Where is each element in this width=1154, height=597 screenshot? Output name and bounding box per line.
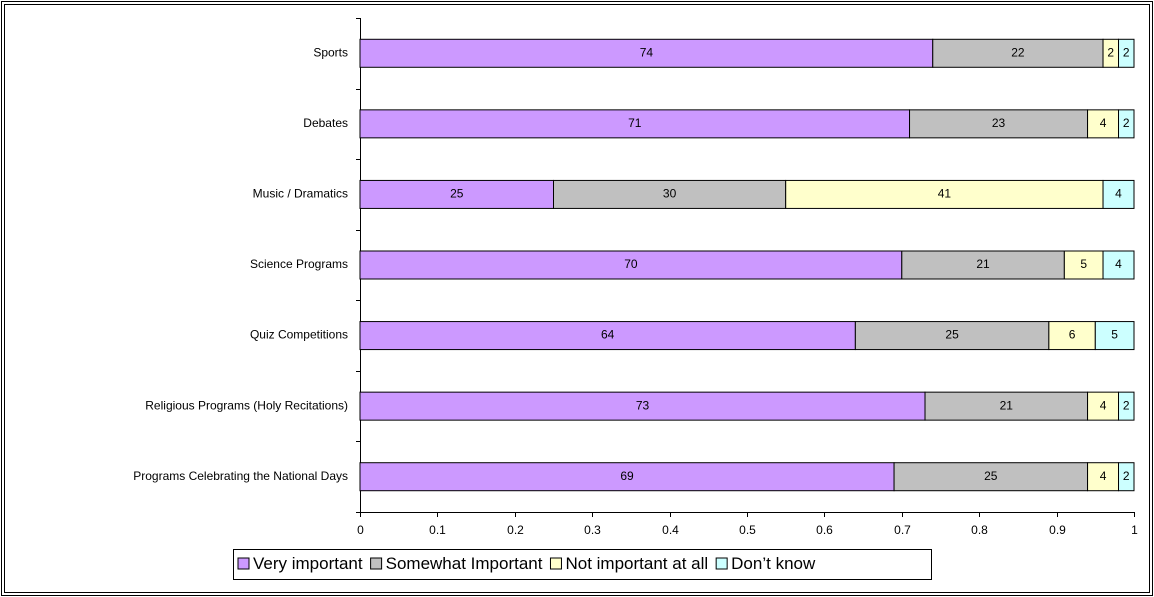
y-tick-label: Debates [303,116,348,130]
bar-segment [1118,391,1135,421]
data-label: 6 [1069,328,1076,342]
data-label: 4 [1100,398,1107,412]
data-label: 4 [1115,187,1122,201]
data-label: 30 [663,187,677,201]
data-label: 71 [628,116,642,130]
legend-swatch [370,557,383,570]
x-tick-label: 0.6 [816,523,833,537]
x-tick-label: 0.8 [971,523,988,537]
y-tick-label: Religious Programs (Holy Recitations) [145,398,348,412]
data-label: 73 [636,398,650,412]
x-tick-label: 0 [357,523,364,537]
data-label: 2 [1107,45,1114,59]
bar-segment [359,321,856,351]
bar-segment [1102,179,1135,209]
bar-segment [359,109,911,139]
bar-segment [932,38,1104,68]
legend-label: Very important [253,554,363,573]
frame-inner [4,4,1150,593]
data-label: 2 [1123,398,1130,412]
legend-label: Somewhat Important [386,554,543,573]
y-tick-label: Quiz Competitions [250,328,348,342]
bar-segment [1118,462,1135,492]
bar-segment [901,250,1065,280]
y-tick-label: Programs Celebrating the National Days [133,469,348,483]
x-tick-label: 0.3 [584,523,601,537]
data-label: 70 [624,257,638,271]
y-tick-label: Music / Dramatics [253,187,348,201]
bar-segment [1118,38,1135,68]
x-tick-label: 0.4 [662,523,679,537]
legend-label: Not important at all [565,554,708,573]
data-label: 2 [1123,45,1130,59]
data-label: 41 [938,187,952,201]
data-label: 23 [992,116,1006,130]
legend-box [233,549,932,580]
data-label: 25 [984,469,998,483]
data-label: 69 [620,469,634,483]
bar-segment [909,109,1089,139]
bar-segment [1048,321,1096,351]
bar-segment [893,462,1089,492]
bar-segment [1094,321,1135,351]
legend: Very important Somewhat Important Not impo… [237,554,816,573]
bar-segment [1087,391,1120,421]
data-label: 22 [1011,45,1025,59]
data-label: 2 [1123,469,1130,483]
bar-segment [1118,109,1135,139]
data-label: 21 [976,257,990,271]
data-label: 25 [450,187,464,201]
data-label: 74 [640,45,654,59]
x-tick-label: 0.9 [1049,523,1066,537]
x-tick-label: 0.2 [507,523,524,537]
bar-segment [359,250,903,280]
data-label: 5 [1111,328,1118,342]
data-label: 4 [1115,257,1122,271]
bar-segment [553,179,787,209]
legend-swatch [715,557,728,570]
x-tick-label: 1 [1131,523,1138,537]
bar-segment [359,179,554,209]
x-tick-label: 0.1 [429,523,446,537]
x-tick-label: 0.7 [894,523,911,537]
y-tick-label: Science Programs [250,257,348,271]
y-tick-label: Sports [313,45,348,59]
legend-swatch [237,557,250,570]
legend-swatch [549,557,562,570]
bar-segment [1102,250,1135,280]
x-tick-label: 0.5 [739,523,756,537]
data-label: 25 [945,328,959,342]
data-label: 5 [1080,257,1087,271]
bar-segment [785,179,1104,209]
data-label: 4 [1100,469,1107,483]
data-label: 21 [1000,398,1014,412]
data-label: 64 [601,328,615,342]
data-label: 4 [1100,116,1107,130]
data-label: 2 [1123,116,1130,130]
bar-segment [1063,250,1104,280]
legend-label: Don’t know [731,554,816,573]
bar-segment [359,38,934,68]
bar-segment [359,391,926,421]
